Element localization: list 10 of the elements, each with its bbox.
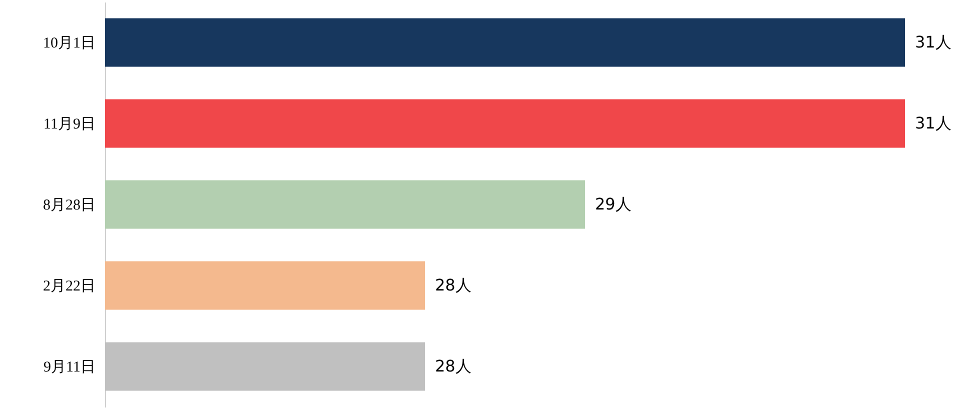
data-label: 31人 (915, 114, 952, 132)
y-tick-label: 11月9日 (44, 116, 96, 132)
data-label: 28人 (435, 356, 472, 376)
y-tick-label: 9月11日 (44, 360, 96, 376)
data-label: 29人 (595, 194, 632, 214)
y-tick-label: 8月28日 (43, 198, 96, 214)
data-label: 31人 (915, 32, 952, 52)
y-tick-label: 10月1日 (43, 36, 96, 52)
y-tick-label: 2月22日 (43, 278, 96, 294)
data-label: 28人 (435, 276, 472, 294)
